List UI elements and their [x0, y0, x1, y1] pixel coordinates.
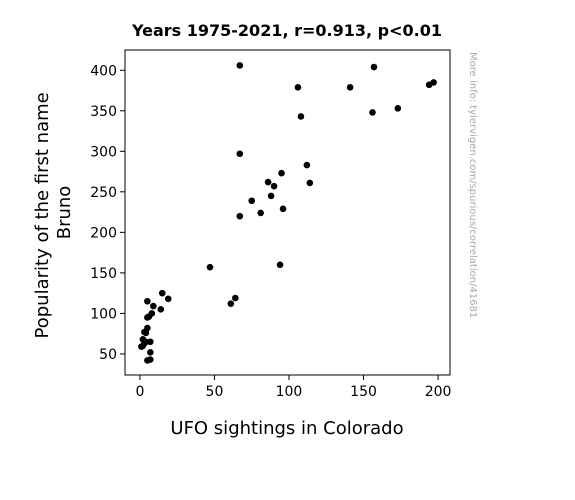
data-point: [264, 178, 272, 186]
data-point: [346, 83, 354, 91]
data-point: [157, 306, 165, 313]
data-point: [270, 182, 278, 190]
data-point: [158, 289, 166, 297]
y-tick-label: 50: [99, 347, 117, 363]
source-note: More info: tylervigen.com/spurious/corre…: [467, 52, 478, 318]
x-axis-label: UFO sightings in Colorado: [170, 418, 403, 439]
data-point: [303, 161, 311, 169]
plot-area: [124, 49, 451, 376]
data-point: [430, 79, 437, 86]
y-tick-label: 300: [90, 144, 117, 160]
x-axis: 0 50 100 150 200: [135, 375, 451, 400]
y-axis-label: Popularity of the first name Bruno: [32, 87, 75, 339]
y-tick-label: 250: [90, 185, 117, 201]
data-points: [138, 62, 437, 364]
data-point: [206, 263, 214, 271]
data-point: [370, 63, 378, 71]
y-axis-label-line-1: Popularity of the first name: [32, 92, 53, 338]
data-point: [369, 109, 376, 116]
data-point: [297, 113, 305, 120]
x-tick-label: 100: [276, 384, 303, 400]
y-tick-label: 200: [90, 225, 117, 241]
data-point: [232, 294, 239, 302]
data-point: [306, 179, 314, 187]
data-point: [147, 338, 154, 346]
data-point: [257, 209, 264, 217]
data-point: [148, 310, 156, 317]
data-point: [394, 105, 402, 112]
chart-title: Years 1975-2021, r=0.913, p<0.01: [131, 21, 442, 40]
y-tick-label: 400: [90, 63, 117, 79]
data-point: [294, 83, 302, 91]
y-axis: 50 100 150 200 250 300 350 400: [90, 63, 125, 363]
data-point: [267, 192, 275, 200]
x-tick-label: 150: [350, 384, 377, 400]
data-point: [144, 324, 151, 332]
data-point: [164, 295, 172, 303]
data-point: [150, 302, 157, 310]
data-point: [279, 205, 287, 213]
data-point: [227, 300, 235, 307]
y-tick-label: 150: [90, 266, 117, 282]
data-point: [278, 169, 285, 177]
data-point: [147, 349, 154, 356]
data-point: [248, 197, 256, 205]
y-tick-label: 100: [90, 306, 117, 322]
data-point: [147, 356, 154, 363]
data-point: [236, 62, 244, 69]
data-point: [236, 212, 244, 220]
data-point: [236, 150, 244, 158]
x-tick-label: 50: [206, 384, 224, 400]
data-point: [276, 261, 284, 269]
y-axis-label-line-2: Bruno: [54, 186, 75, 240]
x-tick-label: 200: [425, 384, 452, 400]
y-tick-label: 350: [90, 104, 117, 120]
x-tick-label: 0: [135, 384, 144, 400]
data-point: [144, 297, 151, 305]
